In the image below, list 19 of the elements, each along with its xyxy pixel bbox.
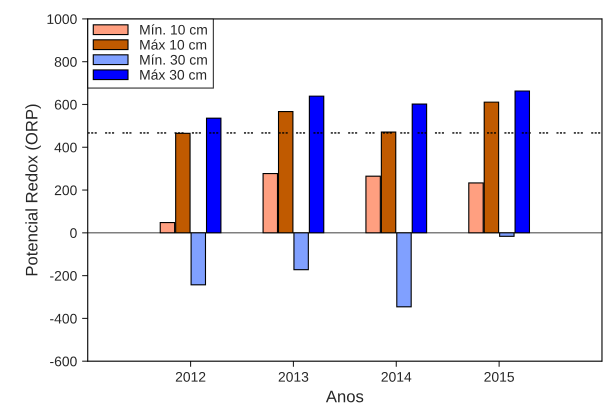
x-tick-label: 2015 (484, 372, 514, 382)
y-tick-label: 1000 (47, 14, 77, 24)
legend-label: Mín. 30 cm (140, 54, 207, 65)
y-axis-title: Potencial Redox (ORP) (25, 104, 41, 276)
legend-label: Máx 30 cm (140, 69, 206, 80)
y-tick-label: 200 (54, 185, 77, 196)
x-tick-label: 2014 (382, 372, 412, 382)
x-tick-label: 2013 (278, 372, 308, 382)
x-tick-label: 2012 (176, 372, 206, 382)
y-tick-label: 600 (54, 100, 77, 110)
y-tick-label: -600 (50, 356, 77, 366)
y-tick-label: 800 (54, 57, 77, 67)
y-tick-label: 400 (54, 142, 77, 152)
x-axis-title: Anos (326, 390, 364, 402)
legend-label: Mín. 10 cm (140, 24, 207, 35)
y-tick-label: -400 (50, 314, 77, 324)
y-tick-label: -200 (50, 270, 77, 281)
legend-label: Máx 10 cm (140, 39, 206, 50)
y-tick-label: 0 (70, 228, 77, 238)
